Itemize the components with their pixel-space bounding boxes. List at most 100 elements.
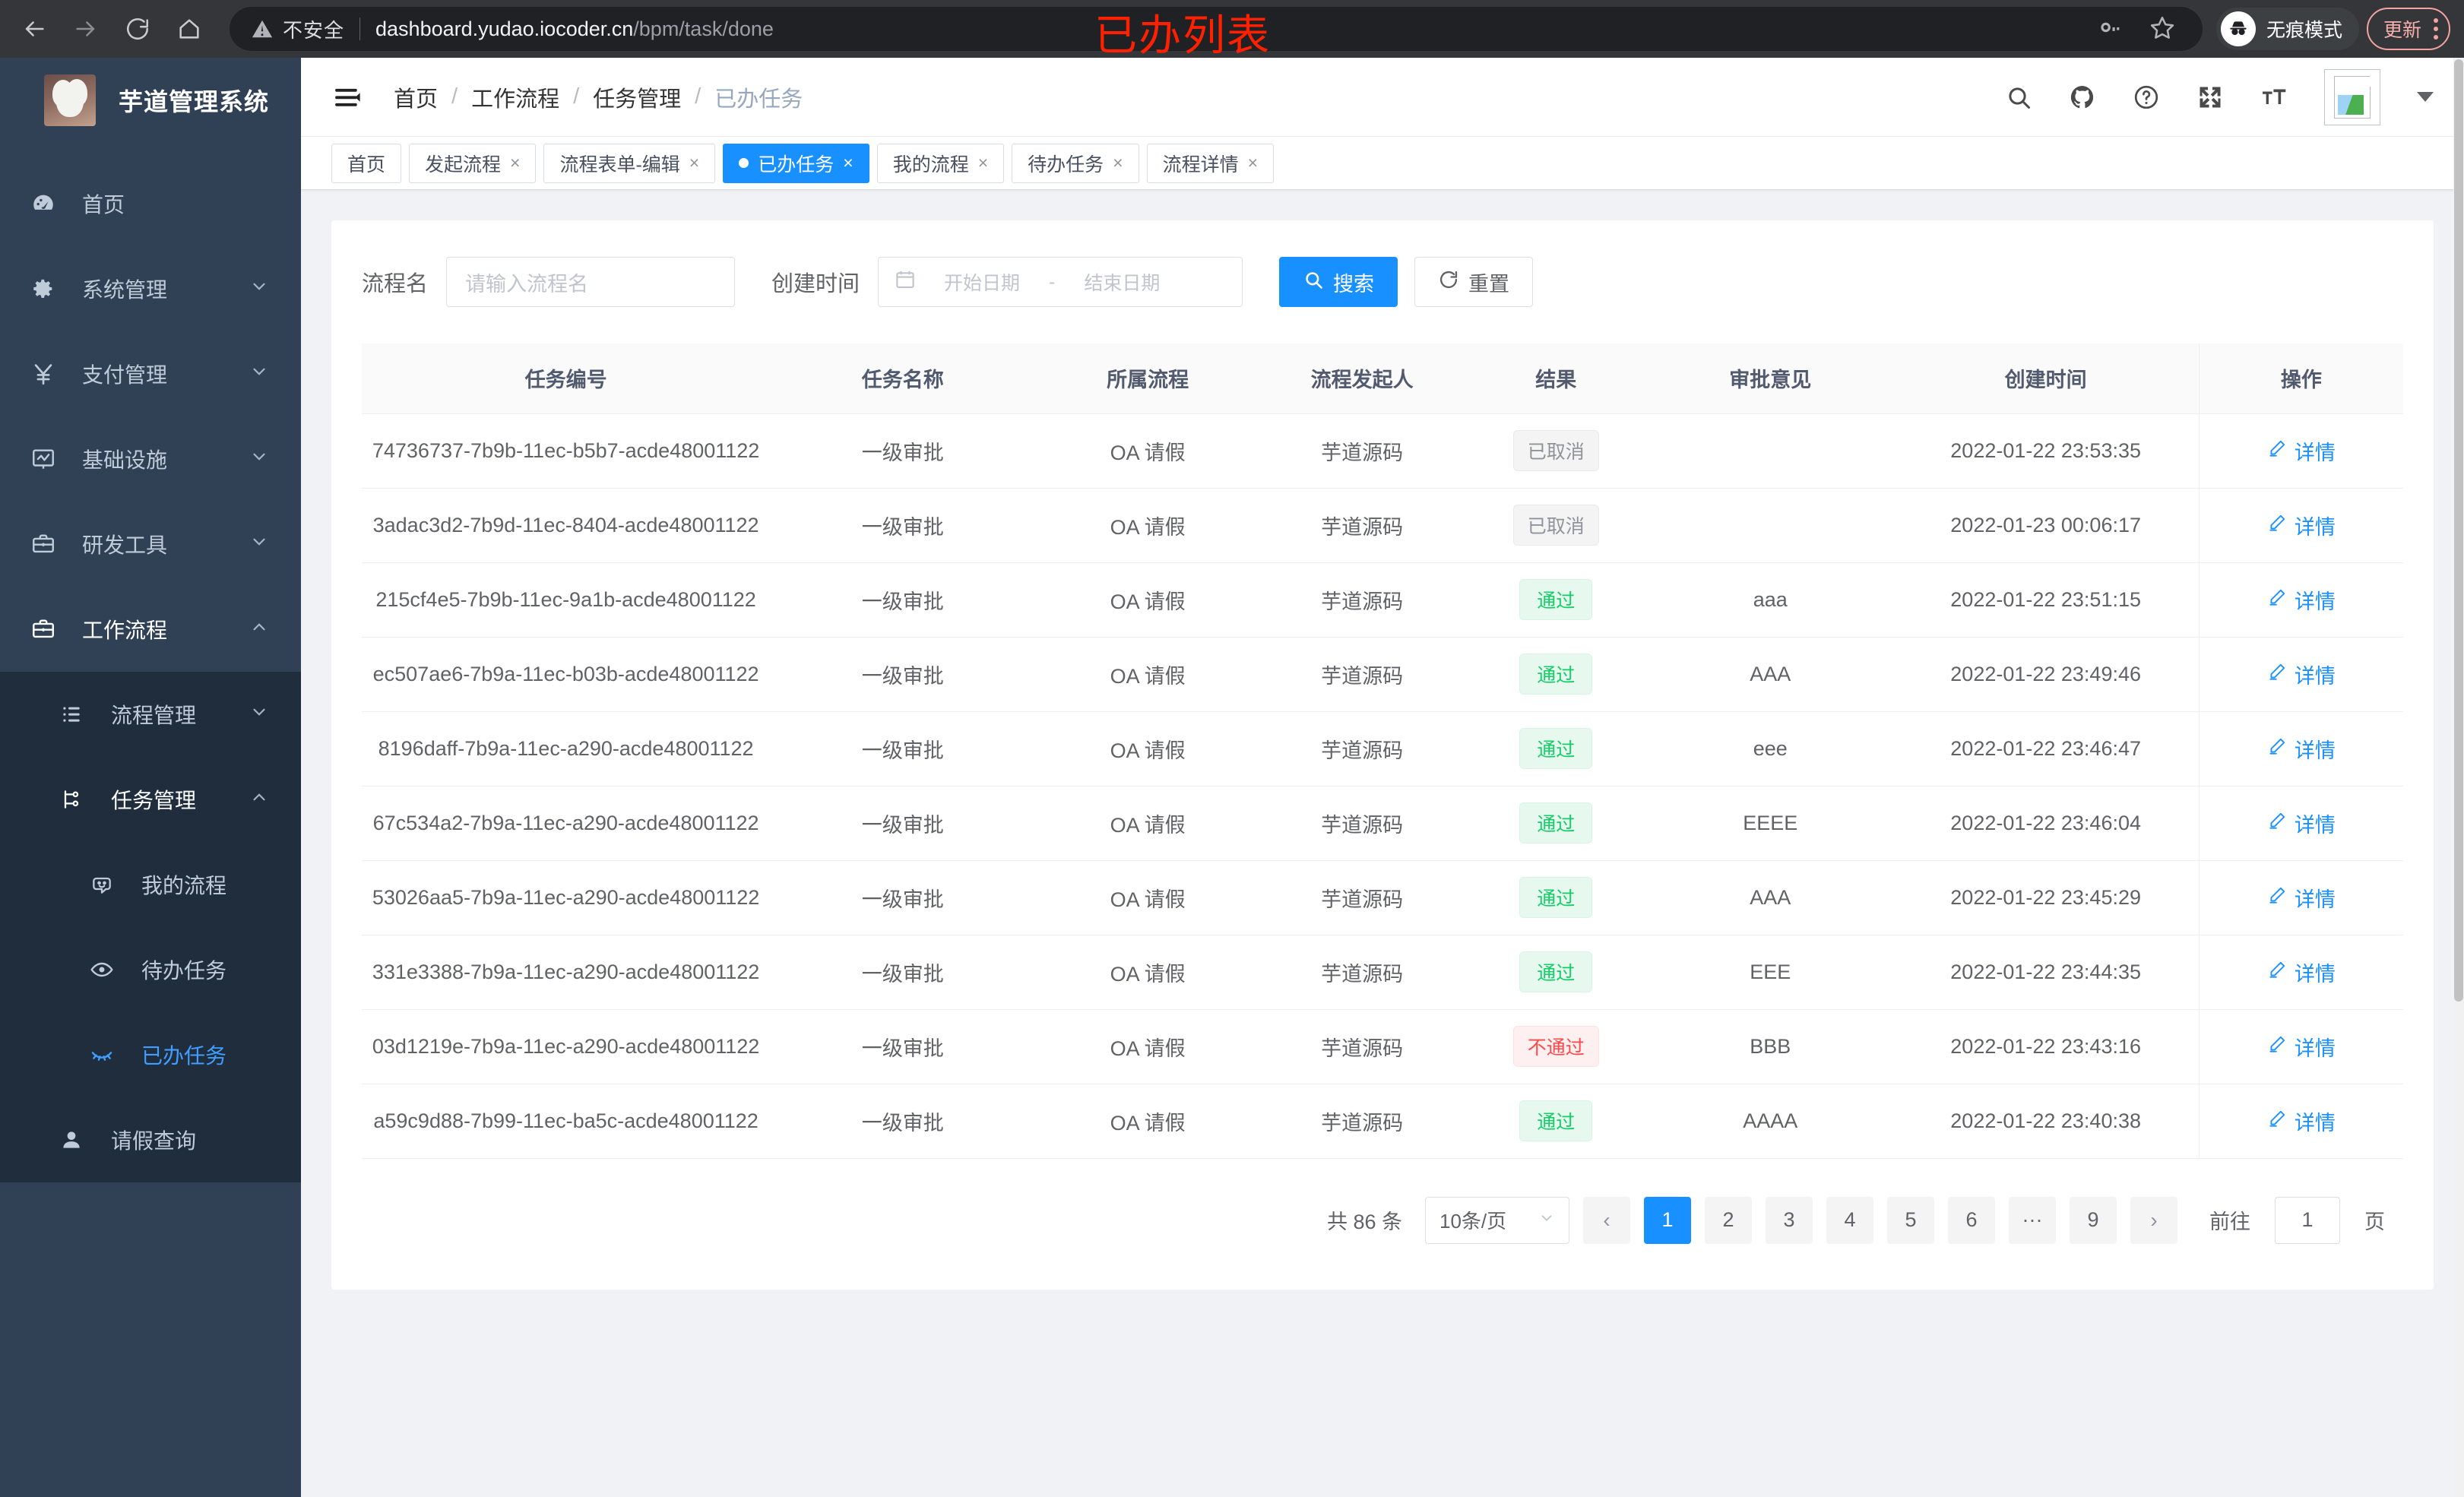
key-icon[interactable]	[2098, 14, 2124, 44]
sidebar-item-devtools[interactable]: 研发工具	[0, 502, 301, 587]
th-initiator: 流程发起人	[1259, 343, 1465, 414]
sidebar-item-home[interactable]: 首页	[0, 161, 301, 246]
page-button-6[interactable]: 6	[1948, 1196, 1995, 1244]
detail-button[interactable]: 详情	[2267, 957, 2336, 987]
back-button[interactable]	[11, 5, 58, 52]
sidebar-item-todo-task[interactable]: 待办任务	[0, 927, 301, 1012]
fullscreen-icon[interactable]	[2196, 84, 2224, 111]
table-header-row: 任务编号 任务名称 所属流程 流程发起人 结果 审批意见 创建时间 操作	[362, 343, 2403, 414]
insecure-label: 不安全	[283, 18, 345, 42]
prev-page-button[interactable]: ‹	[1583, 1196, 1630, 1244]
breadcrumb-item-0[interactable]: 首页	[394, 87, 439, 112]
breadcrumb-item-1[interactable]: 工作流程	[471, 87, 560, 112]
reset-button-label: 重置	[1468, 272, 1510, 296]
cell-created: 2022-01-22 23:40:38	[1892, 1084, 2200, 1159]
detail-button[interactable]: 详情	[2267, 436, 2336, 466]
page-scrollbar[interactable]	[2453, 58, 2464, 1497]
detail-button[interactable]: 详情	[2267, 734, 2336, 764]
star-icon[interactable]	[2149, 14, 2175, 44]
chevron-down-icon[interactable]	[2417, 92, 2434, 102]
sidebar-item-task-management[interactable]: 任务管理	[0, 757, 301, 842]
tab-done-task[interactable]: 已办任务 ×	[723, 143, 869, 183]
sidebar-item-payment[interactable]: 支付管理	[0, 331, 301, 416]
incognito-indicator[interactable]: 无痕模式	[2215, 8, 2359, 50]
help-circle-icon[interactable]	[2133, 84, 2160, 111]
font-size-icon[interactable]	[2260, 84, 2288, 111]
detail-button[interactable]: 详情	[2267, 585, 2336, 615]
sidebar-item-done-task[interactable]: 已办任务	[0, 1012, 301, 1097]
page-button-2[interactable]: 2	[1705, 1196, 1752, 1244]
detail-button[interactable]: 详情	[2267, 511, 2336, 540]
create-time-range-picker[interactable]: 开始日期 - 结束日期	[878, 257, 1243, 307]
cell-task-id: 215cf4e5-7b9b-11ec-9a1b-acde48001122	[362, 562, 771, 638]
page-size-select[interactable]: 10条/页	[1425, 1196, 1569, 1244]
close-icon[interactable]: ×	[977, 153, 989, 172]
page-button-1[interactable]: 1	[1644, 1196, 1691, 1244]
tab-my-process[interactable]: 我的流程 ×	[876, 143, 1005, 183]
page-ellipsis[interactable]: ···	[2009, 1196, 2056, 1244]
avatar[interactable]	[2324, 68, 2380, 125]
start-date-placeholder: 开始日期	[944, 273, 1021, 294]
close-icon[interactable]: ×	[1113, 153, 1123, 172]
cell-operation: 详情	[2198, 786, 2403, 861]
breadcrumb-item-2[interactable]: 任务管理	[593, 87, 682, 112]
tab-process-detail[interactable]: 流程详情 ×	[1146, 143, 1275, 183]
detail-button[interactable]: 详情	[2267, 1032, 2336, 1062]
page-button-9[interactable]: 9	[2070, 1196, 2117, 1244]
close-icon[interactable]: ×	[1247, 153, 1259, 172]
cell-process: OA 请假	[1035, 562, 1260, 638]
search-button[interactable]: 搜索	[1279, 257, 1398, 307]
next-page-button[interactable]: ›	[2130, 1196, 2177, 1244]
smile-icon	[90, 872, 134, 897]
detail-button[interactable]: 详情	[2267, 883, 2336, 913]
detail-button[interactable]: 详情	[2267, 1106, 2336, 1136]
sidebar-item-system[interactable]: 系统管理	[0, 246, 301, 331]
goto-page-input[interactable]: 1	[2275, 1196, 2340, 1244]
hamburger-icon[interactable]	[333, 83, 362, 112]
page-button-3[interactable]: 3	[1766, 1196, 1813, 1244]
tab-label: 待办任务	[1028, 153, 1104, 176]
kebab-menu-icon[interactable]	[2434, 18, 2438, 40]
github-icon[interactable]	[2069, 84, 2096, 111]
status-badge: 通过	[1519, 579, 1593, 620]
insecure-warning-icon	[251, 17, 274, 40]
home-button[interactable]	[166, 5, 213, 52]
sidebar-item-leave-query[interactable]: 请假查询	[0, 1097, 301, 1182]
close-icon[interactable]: ×	[689, 153, 700, 172]
sidebar-logo[interactable]: 芋道管理系统	[0, 58, 301, 143]
update-button[interactable]: 更新	[2366, 8, 2450, 50]
scrollbar-thumb[interactable]	[2454, 59, 2463, 1002]
cell-task-id: a59c9d88-7b99-11ec-ba5c-acde48001122	[362, 1084, 771, 1159]
url-text: dashboard.yudao.iocoder.cn/bpm/task/done	[375, 17, 774, 41]
page-unit-label: 页	[2364, 1211, 2385, 1233]
address-bar[interactable]: 不安全 dashboard.yudao.iocoder.cn/bpm/task/…	[230, 7, 2203, 51]
sidebar-item-infrastructure[interactable]: 基础设施	[0, 416, 301, 502]
sidebar-item-workflow[interactable]: 工作流程	[0, 587, 301, 672]
detail-button[interactable]: 详情	[2267, 809, 2336, 838]
reset-button[interactable]: 重置	[1414, 257, 1534, 307]
date-range-separator: -	[1049, 271, 1056, 293]
page-button-5[interactable]: 5	[1887, 1196, 1934, 1244]
forward-button[interactable]	[62, 5, 109, 52]
tab-todo-task[interactable]: 待办任务 ×	[1012, 143, 1139, 183]
url-host: dashboard.yudao.iocoder.cn	[375, 17, 634, 40]
reload-button[interactable]	[114, 5, 161, 52]
cell-comment: aaa	[1648, 562, 1893, 638]
detail-button[interactable]: 详情	[2267, 660, 2336, 689]
tab-process-form-edit[interactable]: 流程表单-编辑 ×	[543, 143, 716, 183]
tab-start-process[interactable]: 发起流程 ×	[409, 143, 537, 183]
cell-created: 2022-01-22 23:51:15	[1892, 562, 2200, 638]
search-icon[interactable]	[2005, 84, 2032, 111]
cell-operation: 详情	[2198, 488, 2403, 563]
process-name-input[interactable]: 请输入流程名	[446, 257, 736, 307]
tab-home[interactable]: 首页	[331, 143, 402, 183]
cell-operation: 详情	[2198, 637, 2403, 712]
page-button-4[interactable]: 4	[1826, 1196, 1873, 1244]
sidebar-item-my-process[interactable]: 我的流程	[0, 842, 301, 927]
content-area: 流程名 请输入流程名 创建时间 开始日期 - 结束日期	[301, 190, 2464, 1320]
sidebar-item-label: 已办任务	[141, 1044, 227, 1068]
close-icon[interactable]: ×	[510, 153, 521, 172]
close-icon[interactable]: ×	[843, 153, 854, 172]
sidebar-item-process-management[interactable]: 流程管理	[0, 672, 301, 757]
cell-task-name: 一级审批	[770, 860, 1036, 935]
